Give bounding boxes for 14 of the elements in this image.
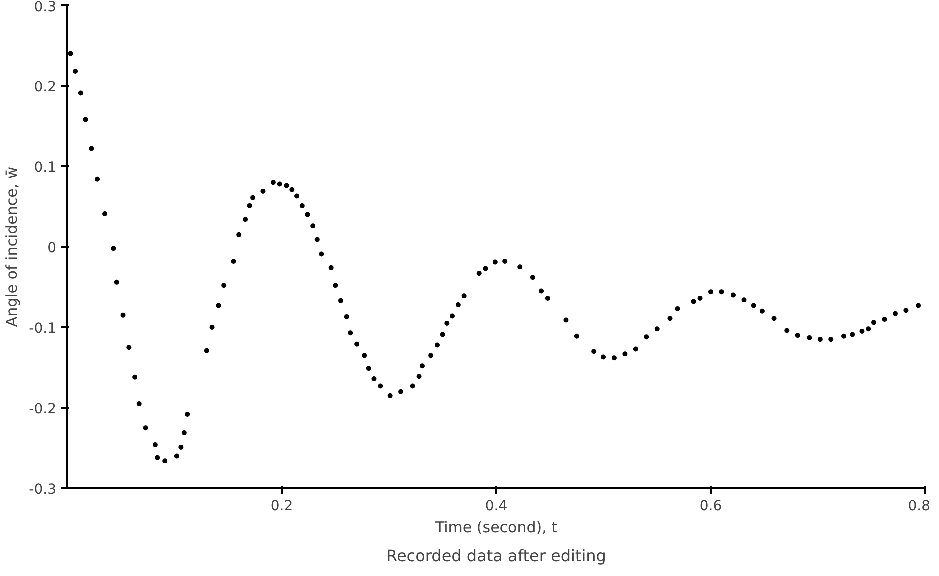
x-tick-label: 0.6 [700, 498, 722, 514]
x-tick-label: 0.2 [270, 498, 294, 514]
y-tick-label: 0.3 [34, 0, 56, 16]
x-axis-title: Time (second), t [434, 518, 558, 536]
x-tick-label: 0.4 [485, 498, 508, 514]
text: Recorded data after editing [386, 546, 606, 566]
y-tick-label: -0.1 [29, 321, 57, 337]
y-tick-label: -0.2 [29, 402, 57, 418]
y-tick-label: 0.2 [34, 80, 56, 96]
y-tick-label: 0 [48, 240, 57, 256]
y-tick-label: -0.3 [29, 482, 57, 498]
y-axis-title: Angle of incidence, w̄ [3, 166, 22, 328]
x-tick-label: 0.8 [908, 498, 930, 514]
y-tick-label: 0.1 [34, 160, 56, 176]
